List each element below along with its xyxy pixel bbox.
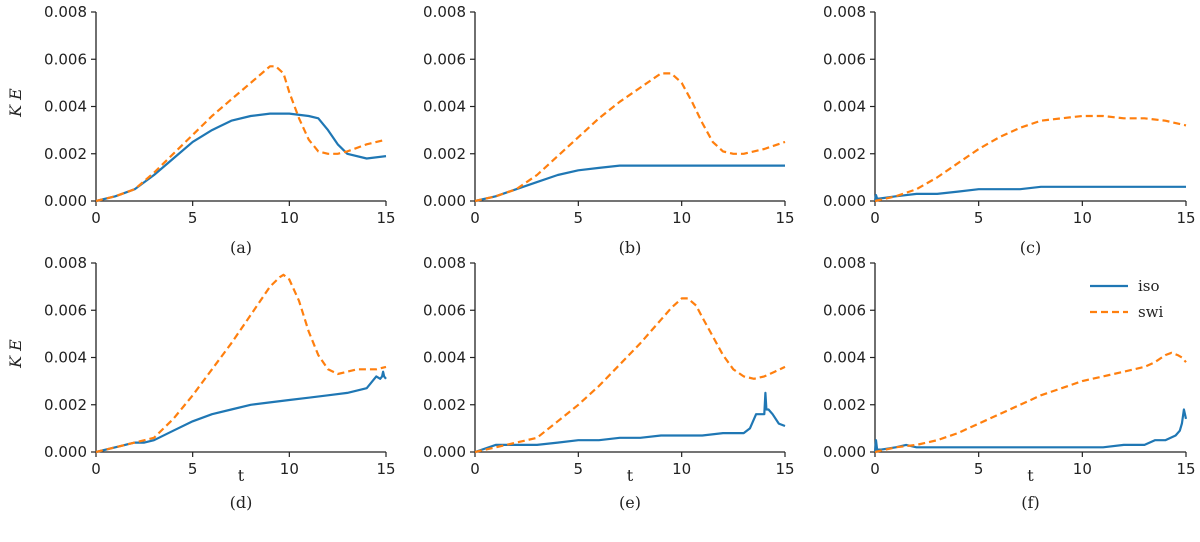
series-iso-line (873, 185, 1186, 202)
panel-d: 0.000 0.002 0.004 0.006 0.008 0 5 10 15 K E t (d) (6, 254, 396, 512)
x-tick-label: 10 (280, 460, 299, 478)
x-tick-label: 15 (376, 209, 395, 227)
x-tick-label: 15 (775, 209, 794, 227)
x-tick-label: 10 (1073, 460, 1092, 478)
x-axis-label: t (627, 466, 634, 485)
panel-caption: (d) (230, 493, 253, 512)
y-tick-label: 0.002 (423, 145, 466, 163)
y-tick-label: 0.006 (423, 301, 466, 319)
y-tick-label: 0.000 (823, 443, 866, 461)
x-tick-label: 0 (91, 460, 101, 478)
x-tick-label: 10 (280, 209, 299, 227)
x-tick-label: 0 (91, 209, 101, 227)
y-axis-label: K E (6, 339, 25, 369)
panel-caption: (a) (230, 238, 252, 257)
y-tick-label: 0.008 (423, 254, 466, 272)
y-tick-label: 0.002 (823, 145, 866, 163)
y-tick-label: 0.002 (44, 145, 87, 163)
y-tick-label: 0.006 (823, 301, 866, 319)
y-tick-label: 0.006 (423, 50, 466, 68)
x-tick-label: 5 (188, 460, 198, 478)
y-tick-label: 0.000 (423, 192, 466, 210)
y-tick-label: 0.004 (823, 98, 866, 116)
series-swi-line (95, 273, 387, 454)
x-tick-label: 10 (672, 209, 691, 227)
y-tick-label: 0.008 (44, 254, 87, 272)
y-tick-label: 0.006 (44, 50, 87, 68)
y-tick-label: 0.004 (823, 349, 866, 367)
y-tick-label: 0.000 (44, 192, 87, 210)
panel-a: 0.000 0.002 0.004 0.006 0.008 0 5 10 15 K E (a) (6, 3, 396, 257)
x-tick-label: 15 (775, 460, 794, 478)
y-tick-label: 0.000 (44, 443, 87, 461)
series-swi-line (874, 351, 1187, 454)
legend-label-swi: swi (1138, 303, 1164, 321)
x-tick-label: 5 (188, 209, 198, 227)
series-swi-line (874, 114, 1187, 203)
y-tick-label: 0.000 (823, 192, 866, 210)
x-axis-label: t (1027, 466, 1034, 485)
legend-label-iso: iso (1138, 277, 1160, 295)
y-tick-label: 0.004 (423, 349, 466, 367)
panel-e: 0.000 0.002 0.004 0.006 0.008 0 5 10 15 t (e) (423, 254, 795, 512)
x-axis-label: t (238, 466, 245, 485)
series-iso-line (873, 408, 1188, 453)
x-tick-label: 5 (974, 209, 984, 227)
x-tick-label: 0 (470, 460, 480, 478)
y-tick-label: 0.002 (44, 396, 87, 414)
x-tick-label: 0 (870, 460, 880, 478)
x-tick-label: 15 (1176, 460, 1195, 478)
series-iso-line (95, 370, 387, 454)
legend: iso swi (1090, 277, 1164, 321)
y-axis-label: K E (6, 88, 25, 118)
y-tick-label: 0.008 (423, 3, 466, 21)
y-tick-label: 0.006 (823, 50, 866, 68)
x-tick-label: 15 (1176, 209, 1195, 227)
panel-caption: (b) (619, 238, 642, 257)
series-swi-line (474, 297, 786, 454)
y-tick-label: 0.002 (823, 396, 866, 414)
y-tick-label: 0.004 (44, 349, 87, 367)
panel-caption: (c) (1020, 238, 1041, 257)
series-iso-line (474, 391, 786, 454)
x-tick-label: 5 (574, 460, 584, 478)
series-iso-line (474, 164, 785, 203)
x-tick-label: 15 (376, 460, 395, 478)
y-tick-label: 0.006 (44, 301, 87, 319)
x-tick-label: 10 (1073, 209, 1092, 227)
y-tick-label: 0.008 (44, 3, 87, 21)
x-tick-label: 0 (870, 209, 880, 227)
y-tick-label: 0.008 (823, 3, 866, 21)
series-iso-line (95, 112, 387, 203)
y-tick-label: 0.000 (423, 443, 466, 461)
y-tick-label: 0.008 (823, 254, 866, 272)
series-swi-line (95, 65, 387, 203)
x-tick-label: 5 (974, 460, 984, 478)
panel-caption: (e) (619, 493, 641, 512)
x-tick-label: 0 (470, 209, 480, 227)
panel-c: 0.000 0.002 0.004 0.006 0.008 0 5 10 15 (c) (823, 3, 1196, 257)
series-swi-line (474, 72, 786, 203)
panel-f: 0.000 0.002 0.004 0.006 0.008 0 5 10 15 t (f) (823, 254, 1196, 512)
y-tick-label: 0.002 (423, 396, 466, 414)
panel-b: 0.000 0.002 0.004 0.006 0.008 0 5 10 15 (b) (423, 3, 795, 257)
y-tick-label: 0.004 (44, 98, 87, 116)
x-tick-label: 5 (574, 209, 584, 227)
x-tick-label: 10 (672, 460, 691, 478)
panel-caption: (f) (1021, 493, 1039, 512)
y-tick-label: 0.004 (423, 98, 466, 116)
